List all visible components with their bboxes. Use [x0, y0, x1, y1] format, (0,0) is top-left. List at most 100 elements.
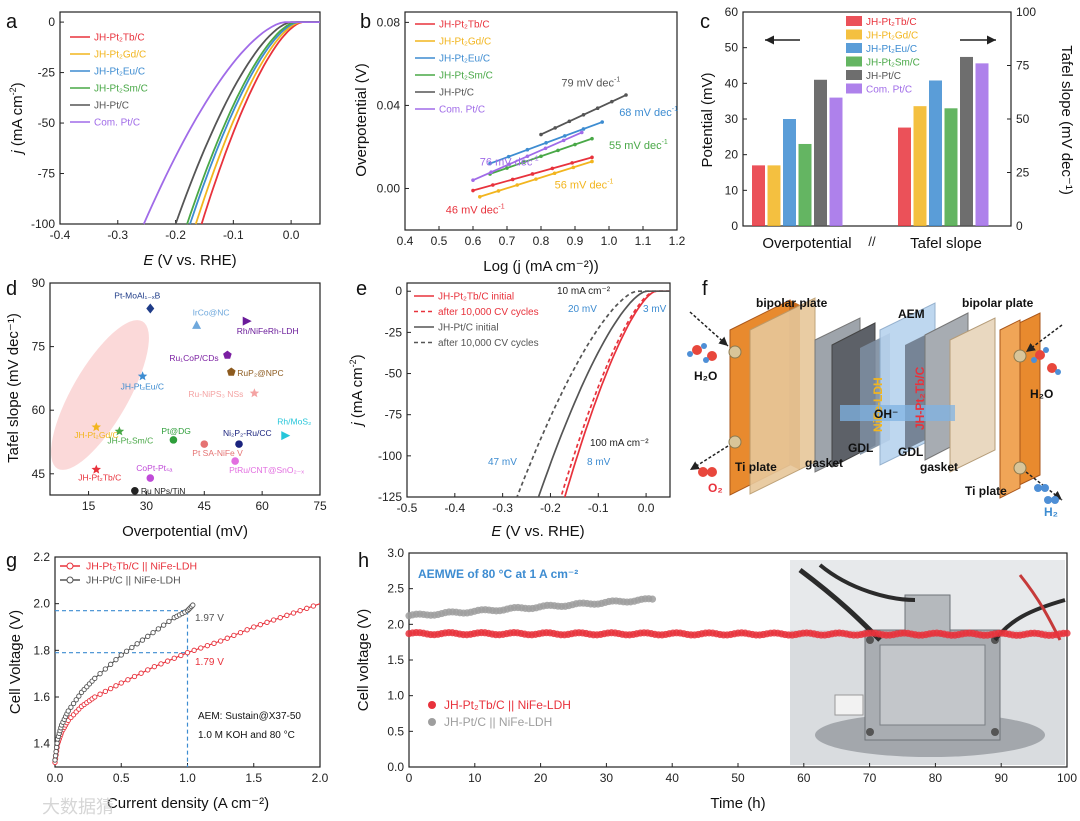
panel-g-data-point [158, 661, 164, 667]
panel-b-tafel-point [590, 155, 594, 160]
panel-d-point-label: Ru-NiPS₃ NSs [188, 389, 243, 399]
panel-e-xtick-label: -0.5 [397, 501, 418, 515]
panel-b-tafel-point [525, 154, 530, 159]
panel-g-data-point [97, 671, 103, 677]
panel-a-series-line [200, 21, 320, 225]
panel-h-xtick-label: 40 [666, 771, 680, 785]
panel-a-letter: a [6, 11, 18, 33]
panel-b-tafel-point [530, 172, 535, 176]
panel-b-tafel-point [478, 194, 482, 199]
panel-g-data-point [190, 602, 196, 608]
panel-g-data-point [53, 748, 59, 755]
panel-g-data-point [97, 691, 103, 697]
panel-b-tafel-point [610, 99, 614, 104]
panel-d-point [114, 426, 125, 436]
panel-d-ytick-label: 45 [32, 467, 46, 481]
panel-g-data-point [113, 683, 119, 689]
panel-g-data-point [113, 657, 119, 663]
panel-g-data-point [277, 615, 283, 621]
panel-h-ytick-label: 1.5 [387, 653, 404, 667]
left-oxygen-outlet-arrow [689, 445, 729, 471]
left-water-inlet-arrow [689, 311, 729, 347]
panel-g-data-point [270, 617, 277, 623]
panel-c-tafel-bar [898, 127, 911, 226]
panel-d-point [249, 388, 260, 398]
panel-c-left-tick-label: 30 [725, 112, 739, 126]
right-ti-plate [999, 319, 1021, 499]
panel-d-ytick-label: 90 [32, 276, 46, 290]
panel-d-point [235, 440, 243, 448]
panel-e-xtick-label: -0.2 [540, 501, 561, 515]
panel-g-data-point [53, 744, 60, 751]
panel-a-ylabel: j (mA cm-2) [8, 82, 26, 155]
panel-g-data-point [151, 664, 158, 670]
panel-c-legend-swatch [846, 83, 862, 94]
panel-a-ytick-label: -50 [38, 116, 56, 130]
panel-b-tafel-point [510, 177, 515, 182]
panel-d-point [200, 440, 209, 448]
panel-d-point-label: CoPt-Ptₛₐ [136, 463, 173, 473]
panel-c-legend-label: JH-Pt₂Gd/C [866, 31, 918, 42]
panel-b-tafel-point [595, 106, 600, 110]
panel-h-data-point [648, 595, 657, 603]
panel-b-tafel-point [553, 126, 557, 130]
panel-d-point-label: Ni₂P₂-Ru/CC [223, 428, 272, 438]
panel-g-data-point [129, 644, 135, 651]
panel-d-point-label: Pt-MoAl₁₋ₓB [114, 290, 160, 300]
panel-b-xtick-label: 0.9 [567, 234, 584, 248]
panel-d-point-label: RuP₂@NPC [237, 368, 283, 378]
panel-b-tafel-point [471, 178, 475, 182]
panel-b-tafel-point [561, 138, 566, 143]
panel-d-ytick-label: 75 [32, 340, 46, 354]
panel-g-data-point [251, 624, 257, 630]
panel-b-tafel-point [525, 147, 530, 152]
panel-c-left-tick-label: 10 [725, 183, 739, 197]
panel-h-xtick-label: 80 [929, 771, 943, 785]
panel-e-legend-label: after 10,000 CV cycles [438, 338, 539, 349]
panel-h-ytick-label: 3.0 [387, 546, 404, 560]
panel-c-legend-swatch [846, 43, 862, 53]
panel-a-legend-label: JH-Pt₂Sm/C [94, 84, 148, 95]
panel-c-overpotential-bar [783, 119, 796, 226]
panel-b-xlabel: Log (j (mA cm⁻²)) [483, 258, 598, 275]
panel-c-overpotential-bar [814, 79, 827, 227]
hydrogen-molecules [1034, 484, 1059, 504]
panel-b-slope-label: 68 mV dec-1 [619, 106, 678, 119]
panel-b-legend-label: JH-Pt₂Eu/C [439, 54, 490, 65]
panel-b-legend-label: JH-Pt/C [439, 88, 474, 99]
label-h2: H₂ [1044, 505, 1058, 519]
panel-g-data-point [52, 753, 59, 759]
panel-a-xtick-label: -0.4 [50, 228, 71, 242]
panel-d-ylabel: Tafel slope (mV dec⁻¹) [5, 313, 22, 463]
panel-c-letter: c [700, 11, 710, 33]
panel-e-xlabel: E (V vs. RHE) [491, 523, 584, 540]
panel-d-chart: 15 30 45 60 75 45 60 75 90 Pt-MoAl₁₋ₓB IrCo@NC Rh/… [5, 276, 327, 540]
panel-g-xlabel: Current density (A cm⁻²) [107, 795, 269, 812]
panel-c-ylabel-left: Potential (mV) [699, 72, 716, 167]
panel-g-data-point [131, 673, 138, 680]
panel-b-tafel-point [573, 142, 577, 147]
panel-g-data-point [92, 694, 98, 700]
panel-c-tafel-bar [975, 63, 989, 226]
panel-d-xtick-label: 15 [82, 499, 96, 513]
panel-e-legend-label: JH-Pt/C initial [438, 323, 499, 334]
panel-b-tafel-point [552, 171, 557, 176]
panel-b-ytick-label: 0.00 [377, 181, 401, 195]
panel-g-data-point [138, 670, 144, 676]
panel-g-data-point [310, 603, 317, 609]
panel-c-left-tick-label: 60 [725, 5, 739, 19]
panel-a-legend-label: Com. Pt/C [94, 118, 140, 129]
panel-g-data-point [237, 629, 244, 636]
panel-g-data-point [134, 641, 140, 647]
panel-b-legend-label: Com. Pt/C [439, 105, 485, 116]
panel-c-break-mark: // [868, 234, 876, 249]
panel-d-xtick-label: 45 [198, 499, 212, 513]
panel-b-tafel-point [515, 183, 519, 187]
panel-e-polarization-curve [563, 290, 670, 498]
panel-d-point [192, 320, 202, 329]
watermark: 大数据猜 [42, 797, 114, 817]
panel-g-chart: 0.0 0.5 1.0 1.5 2.0 1.4 1.6 1.8 2.0 2.2 JH-Pt₂Tb/… [7, 550, 329, 812]
panel-d-point [281, 431, 291, 441]
panel-b-legend-label: JH-Pt₂Tb/C [439, 20, 490, 31]
panel-d-point-label: JH-Pt₂Eu/C [121, 381, 164, 391]
